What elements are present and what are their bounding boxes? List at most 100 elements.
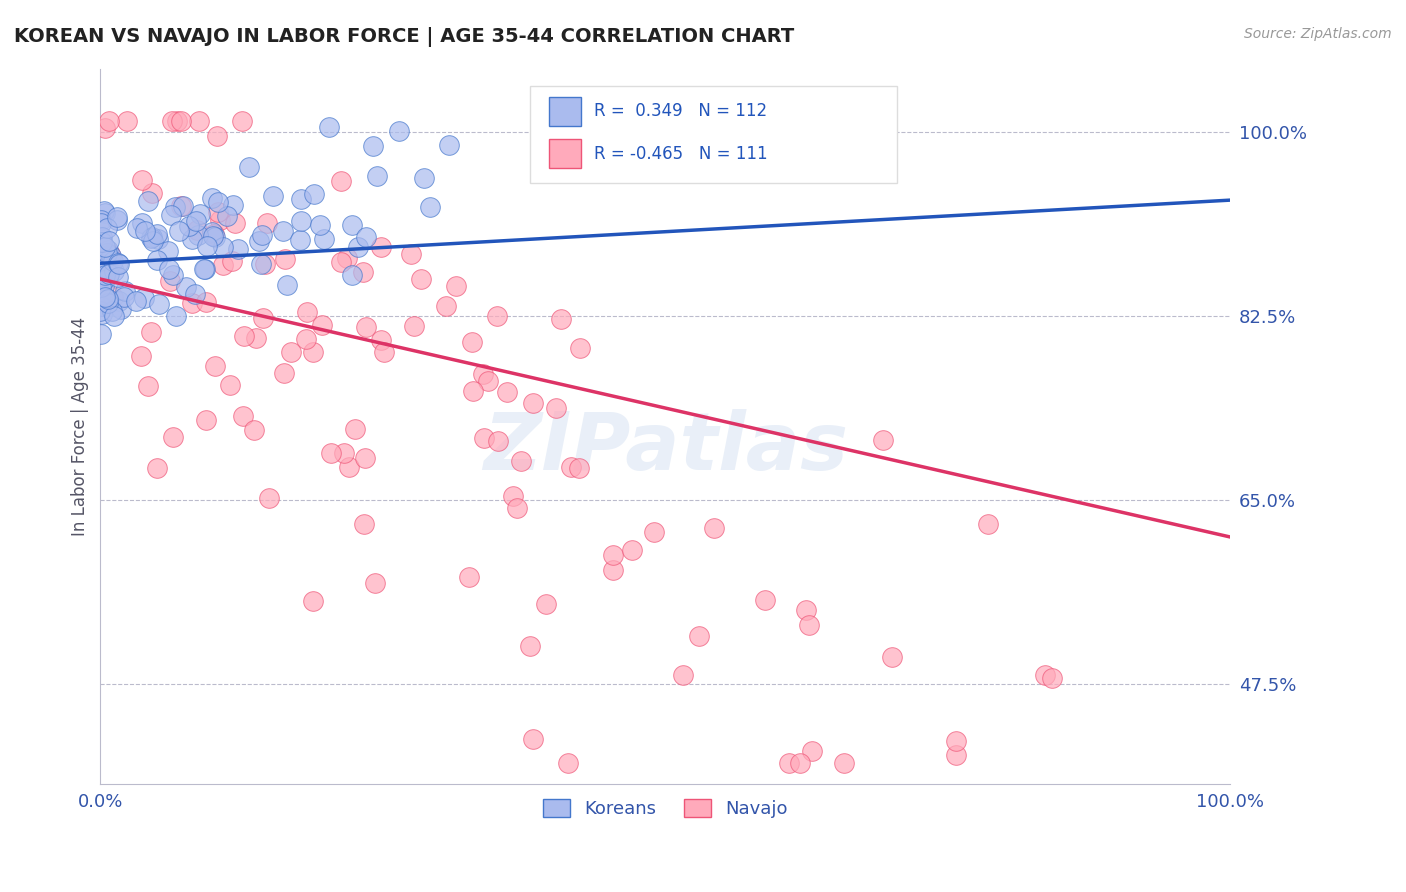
Point [472,368,495,382]
Point [194,294,217,309]
Point [302,187,325,202]
Point [413,171,436,186]
Point [444,279,467,293]
Point [139,325,162,339]
Point [319,446,342,460]
Point [97,296,120,310]
Point [98,267,121,281]
Point [249,257,271,271]
Point [101,303,124,318]
Point [197,239,219,253]
Point [186,222,208,236]
Point [131,172,153,186]
Point [295,332,318,346]
Point [370,333,392,347]
Point [409,272,432,286]
Point [139,231,162,245]
Point [337,459,360,474]
Point [136,379,159,393]
Point [94,240,117,254]
Point [534,597,557,611]
Point [872,434,894,448]
Point [146,252,169,267]
Point [157,261,180,276]
Point [218,377,240,392]
Point [204,229,226,244]
Point [207,204,229,219]
Point [184,287,207,301]
Point [188,207,211,221]
Point [90,229,112,244]
Point [789,756,811,771]
Point [127,220,149,235]
Point [463,384,485,398]
Point [98,114,121,128]
Point [401,247,423,261]
Point [146,461,169,475]
Point [602,548,624,562]
Point [312,232,335,246]
Point [142,234,165,248]
Point [352,265,374,279]
Point [342,218,364,232]
Point [207,194,229,209]
FancyBboxPatch shape [530,87,897,183]
Point [232,328,254,343]
Point [101,290,124,304]
Point [107,270,129,285]
Point [271,224,294,238]
Point [100,252,122,266]
Point [188,114,211,128]
Point [97,292,120,306]
Point [97,235,120,249]
Point [194,262,217,277]
Point [797,618,820,632]
Point [290,192,312,206]
Point [353,517,375,532]
Point [89,303,111,318]
Point [97,243,120,257]
Point [193,262,215,277]
Point [93,204,115,219]
Point [302,593,325,607]
Point [105,210,128,224]
Point [373,344,395,359]
Point [201,225,224,239]
Point [546,401,568,416]
Point [90,280,112,294]
Point [177,219,200,234]
Point [880,649,903,664]
Point [148,297,170,311]
Point [170,114,193,128]
Point [945,747,967,762]
Point [361,138,384,153]
Point [90,327,112,342]
Point [96,246,118,260]
Point [461,335,484,350]
Point [212,259,235,273]
Point [108,257,131,271]
Point [568,341,591,355]
Point [364,576,387,591]
Point [98,246,121,260]
Point [273,366,295,380]
Point [344,422,367,436]
Point [253,257,276,271]
Point [370,240,392,254]
Point [134,224,156,238]
Point [347,240,370,254]
Text: R =  0.349   N = 112: R = 0.349 N = 112 [595,103,768,120]
Point [232,409,254,424]
Point [112,290,135,304]
Point [94,268,117,282]
Point [754,593,776,607]
Point [318,120,340,134]
Point [1040,671,1063,685]
Y-axis label: In Labor Force | Age 35-44: In Labor Force | Age 35-44 [72,317,89,536]
Point [228,242,250,256]
FancyBboxPatch shape [548,139,581,168]
Point [132,291,155,305]
Point [184,214,207,228]
Point [354,450,377,465]
Point [477,375,499,389]
